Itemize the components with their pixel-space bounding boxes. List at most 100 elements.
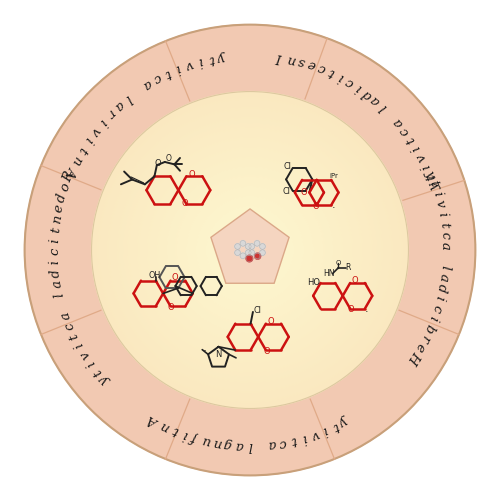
Text: ·: · [332, 204, 335, 213]
Text: y: y [218, 50, 228, 64]
Circle shape [214, 214, 286, 285]
Text: i: i [430, 190, 444, 198]
Text: c: c [150, 71, 163, 86]
Text: O: O [301, 188, 308, 197]
Circle shape [102, 102, 399, 398]
Circle shape [242, 242, 258, 258]
Circle shape [114, 113, 386, 387]
Polygon shape [211, 209, 289, 283]
Circle shape [112, 111, 388, 388]
Circle shape [234, 250, 240, 255]
Circle shape [212, 212, 288, 287]
Circle shape [172, 173, 328, 327]
Text: ·: · [202, 346, 206, 358]
Text: e: e [412, 341, 427, 354]
Circle shape [167, 167, 333, 333]
Circle shape [92, 92, 408, 409]
Text: a: a [234, 438, 244, 452]
Text: i: i [82, 135, 95, 145]
Text: a: a [436, 273, 450, 282]
Circle shape [147, 147, 353, 353]
Text: o: o [58, 181, 72, 193]
Text: n: n [212, 435, 222, 450]
Circle shape [210, 211, 290, 290]
Text: O: O [352, 276, 358, 285]
Text: t: t [68, 330, 82, 341]
Circle shape [190, 191, 310, 310]
Circle shape [198, 199, 302, 302]
Text: c: c [278, 435, 287, 450]
Circle shape [244, 244, 256, 256]
Text: a: a [438, 242, 452, 250]
Text: r: r [417, 332, 432, 344]
Circle shape [145, 145, 355, 355]
Text: n: n [286, 52, 296, 66]
Text: l: l [438, 264, 451, 270]
Circle shape [131, 131, 369, 369]
Circle shape [125, 125, 375, 375]
Text: b: b [421, 322, 436, 335]
Text: y: y [98, 374, 112, 388]
Text: d: d [49, 268, 63, 278]
Text: c: c [48, 247, 61, 255]
Text: Cl: Cl [253, 307, 261, 316]
Circle shape [248, 248, 252, 252]
Text: i: i [426, 315, 440, 323]
Circle shape [141, 141, 359, 359]
Text: a: a [58, 310, 74, 321]
Circle shape [133, 133, 367, 367]
Circle shape [182, 183, 318, 317]
Circle shape [98, 98, 403, 403]
Circle shape [157, 157, 343, 343]
Text: c: c [398, 124, 412, 138]
Text: c: c [429, 303, 444, 314]
Text: O: O [154, 159, 162, 169]
Circle shape [104, 104, 397, 396]
Circle shape [196, 197, 304, 304]
Text: v: v [432, 199, 447, 209]
Circle shape [222, 222, 278, 278]
Circle shape [116, 115, 384, 385]
Circle shape [240, 241, 246, 246]
Circle shape [165, 165, 335, 335]
Text: O: O [182, 200, 188, 209]
Text: i: i [320, 423, 330, 437]
Circle shape [208, 209, 292, 292]
Circle shape [260, 250, 266, 255]
Text: l: l [378, 101, 390, 113]
Text: s: s [296, 54, 306, 69]
Text: HN: HN [323, 269, 334, 278]
Text: t: t [76, 144, 89, 156]
Text: d: d [54, 192, 70, 203]
Circle shape [246, 246, 254, 254]
Circle shape [202, 203, 298, 298]
Text: O: O [348, 305, 354, 314]
Circle shape [188, 189, 312, 312]
Circle shape [238, 238, 262, 262]
Text: ·: · [364, 307, 368, 317]
Text: t: t [424, 172, 438, 181]
Circle shape [254, 253, 260, 258]
Circle shape [174, 175, 326, 325]
Text: R: R [61, 170, 77, 184]
Text: e: e [306, 57, 317, 72]
Text: iPr: iPr [330, 173, 338, 178]
Text: l: l [248, 439, 252, 452]
Circle shape [161, 161, 339, 339]
Circle shape [228, 228, 272, 272]
Text: v: v [184, 57, 194, 72]
Text: e: e [52, 203, 66, 213]
Text: t: t [208, 52, 216, 66]
Text: O: O [168, 303, 174, 312]
Text: O: O [263, 347, 270, 356]
Text: t: t [49, 226, 62, 233]
Circle shape [94, 94, 406, 407]
Circle shape [169, 169, 331, 331]
Circle shape [249, 250, 254, 255]
Circle shape [153, 153, 347, 347]
Text: a: a [50, 279, 64, 289]
Text: N: N [216, 351, 222, 359]
Text: n: n [50, 213, 64, 224]
Text: c: c [316, 61, 327, 75]
Text: a: a [268, 437, 276, 451]
